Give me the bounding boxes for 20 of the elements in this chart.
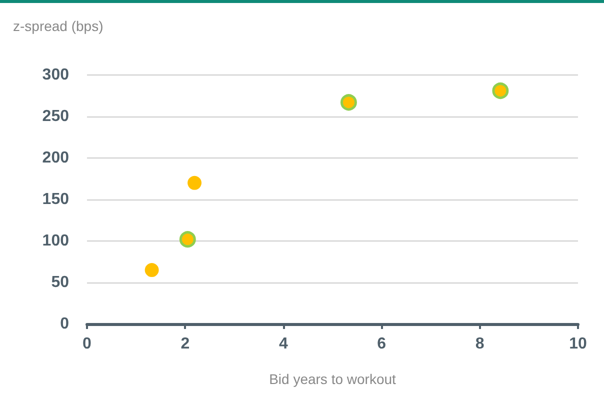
y-tick-label: 150 xyxy=(42,191,70,208)
y-tick-label: 50 xyxy=(51,274,70,291)
x-tick-label: 10 xyxy=(569,336,587,352)
y-tick-label: 0 xyxy=(60,316,70,332)
point xyxy=(492,82,509,100)
y-tick-label: 300 xyxy=(42,66,70,84)
x-axis-title: Bid years to workout xyxy=(269,371,396,387)
point xyxy=(144,263,159,278)
point xyxy=(340,94,357,111)
y-axis-title: z-spread (bps) xyxy=(13,18,104,34)
x-tick-label: 4 xyxy=(278,336,288,352)
point xyxy=(179,231,196,248)
point xyxy=(188,176,202,190)
x-tick-label: 6 xyxy=(377,336,386,352)
y-tick-label: 200 xyxy=(42,150,70,166)
x-tick-label: 2 xyxy=(180,336,190,352)
x-tick-label: 8 xyxy=(475,336,484,352)
y-tick-label: 250 xyxy=(42,108,70,125)
y-tick-label: 100 xyxy=(42,232,70,250)
x-tick-label: 0 xyxy=(82,336,92,352)
